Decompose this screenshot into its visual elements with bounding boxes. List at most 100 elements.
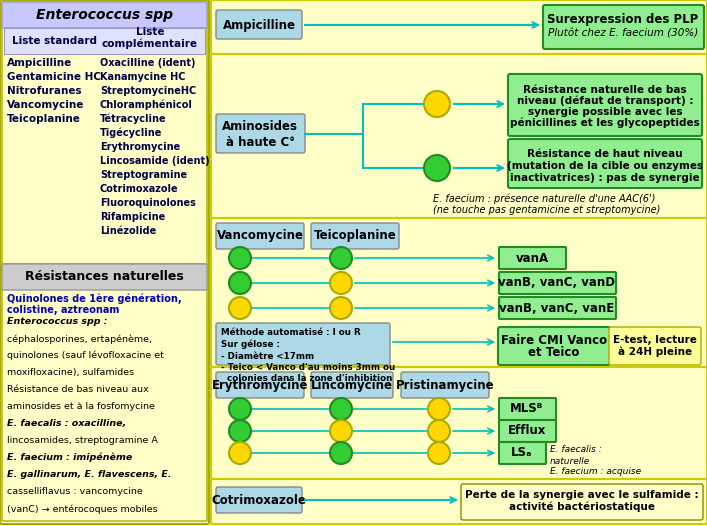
Text: LSₐ: LSₐ <box>511 447 532 460</box>
Text: E. faecium : acquise: E. faecium : acquise <box>550 467 641 476</box>
Text: Surexpression des PLP: Surexpression des PLP <box>547 14 699 26</box>
Text: (ne touche pas gentamicine et streptomycine): (ne touche pas gentamicine et streptomyc… <box>433 205 660 215</box>
Text: Résistance de haut niveau: Résistance de haut niveau <box>527 149 683 159</box>
Text: pénicillines et les glycopeptides: pénicillines et les glycopeptides <box>510 118 700 128</box>
Text: Aminosides
à haute C°: Aminosides à haute C° <box>222 119 298 148</box>
Text: R: R <box>235 278 244 288</box>
Text: Lincomycine: Lincomycine <box>311 379 393 391</box>
Text: R: R <box>337 404 345 414</box>
Text: quinolones (sauf lévofloxacine et: quinolones (sauf lévofloxacine et <box>7 351 164 360</box>
Text: niveau (défaut de transport) :: niveau (défaut de transport) : <box>517 96 694 106</box>
FancyBboxPatch shape <box>211 54 707 218</box>
Circle shape <box>229 420 251 442</box>
Text: E. gallinarum, E. flavescens, E.: E. gallinarum, E. flavescens, E. <box>7 470 172 479</box>
Text: Tétracycline: Tétracycline <box>100 114 167 125</box>
FancyBboxPatch shape <box>216 372 304 398</box>
Circle shape <box>428 442 450 464</box>
Text: Chloramphénicol: Chloramphénicol <box>100 100 193 110</box>
Text: inactivatrices) : pas de synergie: inactivatrices) : pas de synergie <box>510 173 700 183</box>
Text: E. faecalis :: E. faecalis : <box>550 445 602 454</box>
FancyBboxPatch shape <box>2 264 207 521</box>
Circle shape <box>229 442 251 464</box>
Text: Erythromycine: Erythromycine <box>100 142 180 152</box>
Text: Pristinamycine: Pristinamycine <box>396 379 494 391</box>
Text: E-test, lecture: E-test, lecture <box>613 335 697 345</box>
Text: Gentamicine HC: Gentamicine HC <box>7 72 101 82</box>
Text: Rifampicine: Rifampicine <box>100 212 165 222</box>
Text: S: S <box>435 448 443 458</box>
Circle shape <box>428 398 450 420</box>
Circle shape <box>428 420 450 442</box>
Text: Nitrofuranes: Nitrofuranes <box>7 86 81 96</box>
Text: Faire CMI Vanco: Faire CMI Vanco <box>501 333 607 347</box>
FancyBboxPatch shape <box>216 487 302 513</box>
FancyBboxPatch shape <box>499 247 566 269</box>
Text: S: S <box>236 448 244 458</box>
Text: Fluoroquinolones: Fluoroquinolones <box>100 198 196 208</box>
FancyBboxPatch shape <box>401 372 489 398</box>
FancyBboxPatch shape <box>508 74 702 136</box>
Text: R: R <box>235 426 244 436</box>
Text: R: R <box>337 448 345 458</box>
Text: aminosides et à la fosfomycine: aminosides et à la fosfomycine <box>7 402 155 411</box>
FancyBboxPatch shape <box>216 114 305 153</box>
FancyBboxPatch shape <box>216 323 390 365</box>
Text: lincosamides, streptogramine A: lincosamides, streptogramine A <box>7 436 158 445</box>
FancyBboxPatch shape <box>543 5 704 49</box>
Text: MLSᴮ: MLSᴮ <box>510 402 544 416</box>
Text: R: R <box>432 161 442 175</box>
Text: vanA: vanA <box>515 251 549 265</box>
Text: Cotrimoxazole: Cotrimoxazole <box>211 493 306 507</box>
Text: moxifloxacine), sulfamides: moxifloxacine), sulfamides <box>7 368 134 377</box>
Text: S: S <box>435 404 443 414</box>
FancyBboxPatch shape <box>461 484 703 520</box>
FancyBboxPatch shape <box>499 398 556 420</box>
Text: Erythromycine: Erythromycine <box>212 379 308 391</box>
Circle shape <box>330 272 352 294</box>
Text: activité bactériostatique: activité bactériostatique <box>509 502 655 512</box>
Text: Ampicilline: Ampicilline <box>223 18 296 32</box>
Text: R: R <box>235 253 244 263</box>
FancyBboxPatch shape <box>211 367 707 479</box>
Text: Lincosamide (ident): Lincosamide (ident) <box>100 156 209 166</box>
Text: Enterococcus spp: Enterococcus spp <box>36 8 173 22</box>
Text: Cotrimoxazole: Cotrimoxazole <box>100 184 179 194</box>
Text: Perte de la synergie avec le sulfamide :: Perte de la synergie avec le sulfamide : <box>465 490 699 500</box>
Circle shape <box>229 247 251 269</box>
Text: (vanC) → entérocoques mobiles: (vanC) → entérocoques mobiles <box>7 504 158 513</box>
Text: Plutôt chez E. faecium (30%): Plutôt chez E. faecium (30%) <box>548 29 698 39</box>
Text: Enterococcus spp :: Enterococcus spp : <box>7 317 107 326</box>
Text: I: I <box>238 303 242 313</box>
Text: Oxacilline (ident): Oxacilline (ident) <box>100 58 196 68</box>
Text: S: S <box>337 426 345 436</box>
Text: Méthode automatisé : I ou R
Sur gélose :
- Diamètre <17mm
- Teico < Vanco d'au m: Méthode automatisé : I ou R Sur gélose :… <box>221 328 395 383</box>
Text: I/S: I/S <box>334 278 348 288</box>
FancyBboxPatch shape <box>216 10 302 39</box>
Bar <box>4 28 205 54</box>
Text: Linézolide: Linézolide <box>100 226 156 236</box>
Text: R: R <box>235 404 244 414</box>
FancyBboxPatch shape <box>508 139 702 188</box>
Text: Ampicilline: Ampicilline <box>7 58 72 68</box>
FancyBboxPatch shape <box>609 327 701 365</box>
FancyBboxPatch shape <box>499 297 616 319</box>
Text: S: S <box>435 426 443 436</box>
FancyBboxPatch shape <box>2 2 207 264</box>
FancyBboxPatch shape <box>211 218 707 367</box>
Circle shape <box>330 442 352 464</box>
FancyBboxPatch shape <box>216 223 304 249</box>
FancyBboxPatch shape <box>0 0 209 524</box>
Text: E. faecalis : oxacilline,: E. faecalis : oxacilline, <box>7 419 127 428</box>
FancyBboxPatch shape <box>211 0 707 54</box>
Text: et Teico: et Teico <box>528 346 580 359</box>
Circle shape <box>229 398 251 420</box>
FancyBboxPatch shape <box>498 327 610 365</box>
Text: R: R <box>337 253 345 263</box>
Text: Streptogramine: Streptogramine <box>100 170 187 180</box>
Text: Vancomycine: Vancomycine <box>216 229 303 242</box>
Text: Résistance naturelle de bas: Résistance naturelle de bas <box>523 85 686 95</box>
Text: vanB, vanC, vanE: vanB, vanC, vanE <box>499 301 614 315</box>
FancyBboxPatch shape <box>499 420 556 442</box>
Text: Kanamycine HC: Kanamycine HC <box>100 72 185 82</box>
Text: Tigécycline: Tigécycline <box>100 128 163 138</box>
